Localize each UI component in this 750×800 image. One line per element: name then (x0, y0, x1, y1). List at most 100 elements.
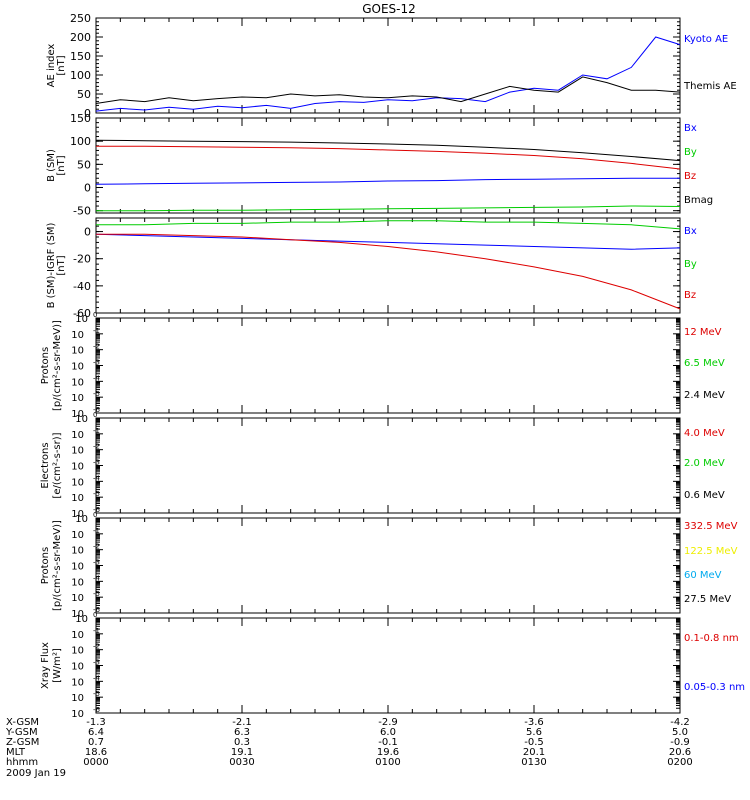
ephemeris-value: 6.0 (380, 727, 396, 738)
series-line-bmag (95, 139, 681, 162)
ephemeris-value: 19.1 (231, 747, 253, 758)
y-tick-exponent: 0 (93, 411, 97, 419)
legend-bx: Bx (684, 226, 697, 237)
panel-frame (95, 117, 681, 214)
y-tick-exponent: 0 (93, 511, 97, 519)
y-tick-label: 250 (70, 12, 91, 25)
ephemeris-value: 0030 (229, 757, 254, 768)
y-tick-label: 10 (71, 609, 84, 620)
y-tick-exponent: -2 (93, 543, 100, 551)
ephemeris-value: 20.6 (669, 747, 691, 758)
legend-2-0-mev: 2.0 MeV (684, 458, 725, 469)
ephemeris-value: 18.6 (85, 747, 107, 758)
panel-frame (95, 317, 681, 414)
ephemeris-value: -2.9 (378, 717, 398, 728)
panel-frame (95, 417, 681, 514)
ephemeris-label: hhmm (6, 757, 38, 768)
series-line-bx (95, 177, 680, 185)
legend-122-5-mev: 122.5 MeV (684, 546, 738, 557)
y-tick-label: 10 (71, 593, 84, 604)
ephemeris-value: -3.6 (524, 717, 544, 728)
series-line-bx (95, 233, 681, 250)
chart-title: GOES-12 (362, 2, 416, 16)
y-tick-label: 10 (75, 514, 88, 525)
y-axis-unit: [nT] (56, 155, 67, 175)
y-tick-label: 10 (71, 530, 84, 541)
ephemeris-value: 5.6 (526, 727, 542, 738)
panel-protons-low: 10 -6 10 -5 10 -4 10 -3 10 -2 10 -1 10 0 Protons[p/(cm… (40, 311, 725, 420)
ephemeris-value: 20.1 (523, 747, 545, 758)
y-tick-exponent: -1 (93, 427, 100, 435)
legend-6-5-mev: 6.5 MeV (684, 358, 725, 369)
y-tick-label: 200 (70, 31, 91, 44)
y-tick-exponent: -4 (93, 374, 101, 382)
y-tick-label: 100 (70, 69, 91, 82)
ephemeris-value: 0130 (521, 757, 546, 768)
series-line-bz (96, 145, 681, 170)
y-tick-exponent: 0 (93, 611, 97, 619)
y-tick-label: -20 (73, 253, 91, 266)
panel-frame (95, 517, 681, 614)
y-tick-exponent: -3 (93, 459, 100, 467)
y-tick-exponent: -5 (93, 690, 100, 698)
y-tick-label: 100 (70, 135, 91, 148)
legend-bz: Bz (684, 290, 696, 301)
y-tick-exponent: -1 (93, 327, 100, 335)
y-tick-label: 10 (71, 493, 84, 504)
y-tick-label: 10 (71, 577, 84, 588)
panel-bsm: -50 0 50 100 150 B (SM) [nT] Bx By Bz Bmag (46, 112, 713, 218)
legend-0-6-mev: 0.6 MeV (684, 490, 725, 501)
series-line-by (96, 205, 681, 212)
y-axis-label: Xray Flux (40, 642, 51, 689)
y-tick-exponent: -6 (93, 606, 101, 614)
panel-xray: 10 -6 10 -5 10 -4 10 -3 10 -2 10 -1 10 0 Xray Flux[W/m… (40, 611, 745, 720)
y-tick-label: 10 (75, 314, 88, 325)
ephemeris-value: -0.9 (670, 737, 690, 748)
y-tick-label: 10 (71, 662, 84, 673)
y-tick-label: 10 (71, 430, 84, 441)
legend-27-5-mev: 27.5 MeV (684, 594, 731, 605)
legend-by: By (684, 147, 697, 158)
ephemeris-value: -0.5 (524, 737, 544, 748)
y-tick-exponent: -2 (93, 443, 100, 451)
y-axis-unit: [p/(cm²-s-sr-MeV)] (52, 520, 63, 611)
ephemeris-value: 6.4 (88, 727, 104, 738)
y-tick-label: 10 (75, 414, 88, 425)
series-line-bz (96, 233, 681, 310)
y-tick-exponent: -4 (93, 674, 101, 682)
panel-ae: 0 50 100 150 200 250 AE index [nT] Kyoto AE Themi… (46, 12, 737, 120)
y-tick-label: 0 (84, 107, 91, 120)
y-tick-label: 10 (71, 393, 84, 404)
y-tick-label: -60 (73, 307, 91, 320)
y-tick-label: 50 (77, 88, 91, 101)
y-axis-unit: [nT] (56, 255, 67, 275)
y-tick-exponent: -3 (93, 359, 100, 367)
ephemeris-label: MLT (6, 747, 26, 758)
panel-electrons: 10 -6 10 -5 10 -4 10 -3 10 -2 10 -1 10 0 Electrons[e/(… (40, 411, 725, 520)
ephemeris-label: Y-GSM (5, 727, 38, 738)
y-tick-label: 150 (70, 112, 91, 125)
legend-4-0-mev: 4.0 MeV (684, 428, 725, 439)
y-tick-label: 10 (71, 709, 84, 720)
y-tick-exponent: -6 (93, 706, 101, 714)
y-axis-unit: [nT] (56, 55, 67, 75)
y-tick-label: 50 (77, 158, 91, 171)
y-axis-label: B (SM)-IGRF (SM) (46, 223, 57, 309)
legend-12-mev: 12 MeV (684, 327, 722, 338)
panel-frame (95, 617, 681, 714)
ephemeris-value: -2.1 (232, 717, 252, 728)
y-tick-label: 0 (84, 226, 91, 239)
ephemeris-value: 0.3 (234, 737, 250, 748)
legend-2-4-mev: 2.4 MeV (684, 390, 725, 401)
y-tick-label: 10 (71, 377, 84, 388)
y-tick-label: 10 (71, 693, 84, 704)
y-tick-exponent: -5 (93, 590, 100, 598)
y-tick-exponent: -3 (93, 559, 100, 567)
y-tick-exponent: -2 (93, 643, 100, 651)
legend-0-1-0-8-nm: 0.1-0.8 nm (684, 633, 739, 644)
ephemeris-value: -4.2 (670, 717, 690, 728)
y-tick-label: 0 (84, 182, 91, 195)
y-tick-label: 10 (71, 546, 84, 557)
series-line-themis-ae (95, 76, 681, 104)
y-tick-label: 10 (71, 330, 84, 341)
